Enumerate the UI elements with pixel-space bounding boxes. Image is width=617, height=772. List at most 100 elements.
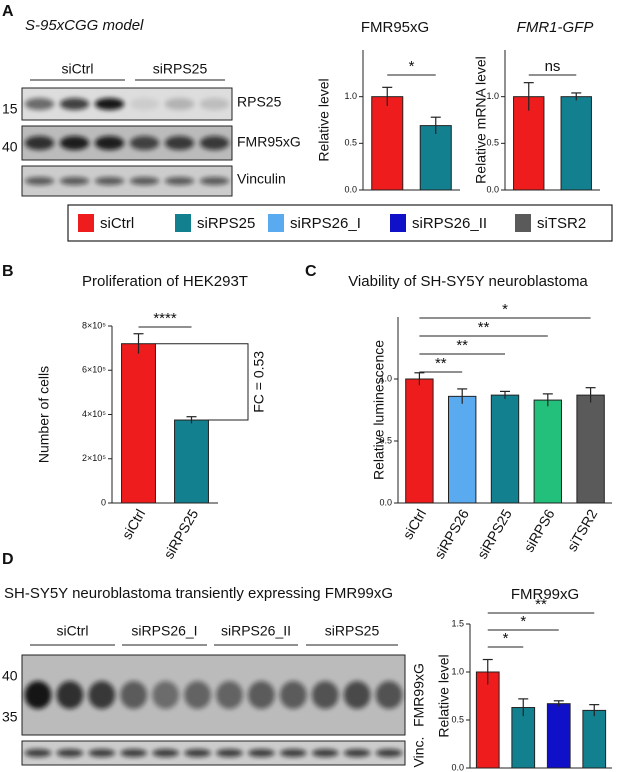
- blot-band: [59, 177, 90, 185]
- significance-label: **: [456, 337, 468, 354]
- y-tick-label: 8×10⁵: [82, 320, 106, 330]
- bar: [475, 671, 500, 769]
- blot-band: [247, 749, 275, 757]
- mw-marker: 35: [2, 709, 18, 725]
- bar: [582, 709, 607, 769]
- blot-band: [184, 681, 211, 709]
- blot-band: [129, 136, 160, 150]
- mw-marker: 15: [2, 101, 18, 117]
- legend-swatch: [175, 214, 191, 232]
- blot-band: [164, 98, 195, 110]
- blot: [21, 87, 233, 121]
- blot-band: [216, 749, 243, 757]
- fold-change-bracket: [155, 343, 249, 421]
- bar: [419, 125, 452, 191]
- blot-band: [199, 98, 230, 110]
- x-tick-label: siCtrl: [399, 506, 429, 542]
- significance-label: **: [435, 355, 447, 372]
- y-tick-label: 0.0: [486, 184, 499, 194]
- blot-title: SH-SY5Y neuroblastoma transiently expres…: [4, 585, 393, 602]
- blot-band: [24, 136, 55, 150]
- x-tick-label: siTSR2: [564, 506, 601, 554]
- bar: [511, 707, 536, 769]
- lane-label: siRPS25: [325, 623, 380, 639]
- blot-band: [184, 749, 211, 757]
- fold-change-label: FC = 0.53: [251, 351, 267, 413]
- legend-label: siRPS26_II: [412, 215, 487, 232]
- y-tick-label: 1.0: [344, 91, 357, 101]
- y-tick-label: 0.0: [451, 762, 464, 772]
- blot-band: [279, 749, 307, 757]
- y-tick-label: 0: [101, 497, 106, 507]
- panel-label: B: [2, 263, 14, 280]
- blot-band: [199, 177, 230, 185]
- y-tick-label: 4×10⁵: [82, 409, 106, 419]
- bar: [121, 343, 156, 504]
- significance-label: ****: [153, 310, 177, 327]
- legend-label: siCtrl: [100, 215, 134, 232]
- bar: [560, 96, 592, 191]
- blot-band: [216, 681, 243, 709]
- blot-row-label: FMR95xG: [237, 134, 301, 150]
- bar: [546, 703, 571, 769]
- blot-band: [94, 98, 125, 110]
- blot-band: [164, 177, 195, 185]
- blot: [21, 165, 233, 197]
- legend-swatch: [78, 214, 94, 232]
- blot-band: [24, 177, 55, 185]
- panel-label: A: [2, 3, 14, 20]
- blot-band: [199, 136, 230, 150]
- bar: [533, 399, 562, 504]
- bar: [405, 378, 434, 504]
- y-axis-label: Relative level: [436, 654, 452, 737]
- legend-label: siTSR2: [537, 215, 586, 232]
- mw-marker: 40: [2, 668, 18, 684]
- y-tick-label: 1.5: [451, 618, 464, 628]
- blot-row-label: Vinc.: [411, 737, 427, 768]
- lane-label: siRPS26_I: [131, 623, 197, 639]
- y-tick-label: 0.5: [379, 435, 392, 445]
- blot-band: [343, 749, 371, 757]
- blot-band: [375, 749, 403, 757]
- chart-title: FMR1-GFP: [517, 19, 594, 36]
- bar: [174, 419, 209, 504]
- blot-band: [311, 749, 339, 757]
- blot: [21, 654, 406, 736]
- blot-band: [311, 681, 339, 709]
- blot-band: [94, 177, 125, 185]
- bar: [513, 96, 545, 191]
- legend-label: siRPS25: [197, 215, 255, 232]
- y-tick-label: 0.0: [344, 184, 357, 194]
- blot-band: [24, 681, 52, 709]
- blot-band: [343, 681, 371, 709]
- y-tick-label: 0.5: [486, 138, 499, 148]
- blot-band: [56, 681, 84, 709]
- blot-band: [164, 136, 195, 150]
- bar: [371, 96, 404, 191]
- chart-title: FMR99xG: [511, 586, 579, 603]
- lane-label: siCtrl: [62, 61, 94, 77]
- bar: [490, 394, 520, 504]
- lane-label: siRPS26_II: [221, 623, 291, 639]
- y-axis-label: Relative mRNA level: [473, 56, 489, 184]
- bar: [448, 395, 477, 504]
- chart-title: Proliferation of HEK293T: [82, 273, 248, 290]
- y-tick-label: 0.0: [379, 497, 392, 507]
- x-tick-label: siRPS25: [160, 506, 201, 561]
- significance-label: *: [520, 613, 526, 630]
- y-tick-label: 6×10⁵: [82, 365, 106, 375]
- x-tick-label: siRPS26: [431, 506, 472, 561]
- x-tick-label: siCtrl: [119, 506, 149, 542]
- significance-label: **: [535, 596, 547, 613]
- blot-band: [279, 681, 307, 709]
- lane-label: siRPS25: [153, 61, 208, 77]
- blot-band: [375, 681, 403, 709]
- y-tick-label: 1.0: [451, 666, 464, 676]
- blot-band: [247, 681, 275, 709]
- blot-band: [120, 681, 148, 709]
- blot-band: [59, 98, 90, 110]
- blot: [21, 125, 233, 161]
- significance-label: ns: [545, 58, 561, 75]
- blot-row-label: FMR99xG: [411, 663, 427, 727]
